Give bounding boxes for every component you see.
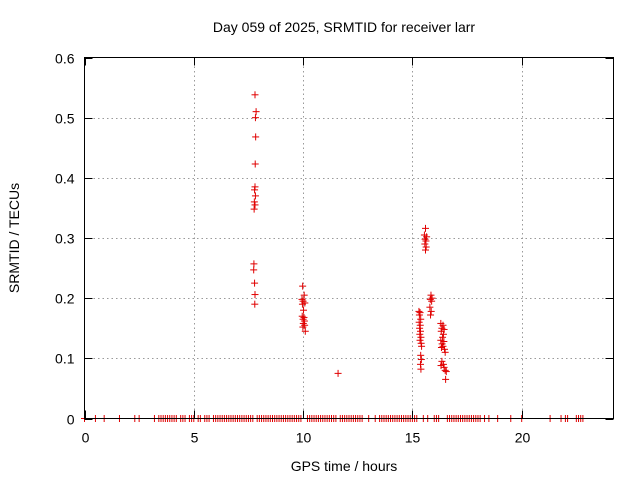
x-tick-label: 5 [191, 430, 199, 446]
data-point [300, 291, 308, 299]
data-point [438, 357, 446, 365]
data-point [427, 307, 435, 315]
data-point [416, 327, 424, 335]
data-point [416, 336, 424, 344]
data-point [252, 133, 260, 141]
data-point [437, 362, 445, 370]
data-point [417, 365, 425, 373]
data-point [251, 291, 259, 299]
data-point [251, 114, 259, 122]
data-point [422, 224, 430, 232]
data-point [301, 321, 309, 329]
data-point [251, 91, 259, 99]
data-point [439, 342, 447, 350]
data-point [251, 201, 259, 209]
data-point [250, 198, 258, 206]
data-point [251, 279, 259, 287]
data-point [300, 306, 308, 314]
data-point [422, 246, 430, 254]
data-point [250, 205, 258, 213]
x-tick-label: 10 [296, 430, 312, 446]
data-point [439, 330, 447, 338]
data-point [422, 243, 430, 251]
data-point [439, 321, 447, 329]
data-point [415, 318, 423, 326]
data-point [427, 291, 435, 299]
data-point [251, 192, 259, 200]
data-point [416, 330, 424, 338]
x-tick-label: 15 [405, 430, 421, 446]
data-point [416, 321, 424, 329]
data-point [426, 303, 434, 311]
data-point [415, 311, 423, 319]
chart-title: Day 059 of 2025, SRMTID for receiver lar… [213, 19, 476, 35]
data-point [437, 336, 445, 344]
x-tick-label: 20 [515, 430, 531, 446]
data-point [440, 363, 448, 371]
data-point [417, 315, 425, 323]
grid-layer [84, 57, 614, 419]
data-point [427, 311, 435, 319]
data-point [442, 375, 450, 383]
data-point [418, 342, 426, 350]
x-axis-label: GPS time / hours [291, 458, 398, 474]
y-tick-label: 0.6 [55, 51, 75, 67]
data-point [252, 108, 260, 116]
axis-ticks: 0 0.1 0.2 0.3 0.4 0.5 0.6 0 5 10 15 20 [55, 51, 614, 446]
data-point [439, 333, 447, 341]
data-point [417, 356, 425, 364]
data-point [428, 297, 436, 305]
data-point [440, 325, 448, 333]
data-point [334, 369, 342, 377]
data-point [421, 240, 429, 248]
data-point [441, 366, 449, 374]
y-tick-label: 0.5 [55, 111, 75, 127]
y-tick-label: 0.4 [55, 171, 75, 187]
data-point [417, 351, 425, 359]
data-point [251, 160, 259, 168]
data-point [251, 300, 259, 308]
data-point [417, 333, 425, 341]
data-point [251, 186, 259, 194]
data-point [250, 260, 258, 268]
data-point [442, 368, 450, 376]
plot-frame [84, 57, 614, 419]
y-tick-label: 0.3 [55, 231, 75, 247]
y-axis-label: SRMTID / TECUs [6, 183, 22, 293]
data-point [298, 312, 306, 320]
data-point [426, 295, 434, 303]
data-point [437, 344, 445, 352]
y-tick-label: 0.2 [55, 291, 75, 307]
y-tick-label: 0 [67, 412, 75, 428]
data-point [299, 282, 307, 290]
data-point [422, 237, 430, 245]
data-point [250, 266, 258, 274]
data-point [441, 348, 449, 356]
data-point [299, 297, 307, 305]
data-points [81, 91, 587, 422]
data-point [416, 324, 424, 332]
data-point [299, 323, 307, 331]
x-tick-label: 0 [82, 430, 90, 446]
data-point [298, 300, 306, 308]
data-point [441, 345, 449, 353]
data-point [301, 327, 309, 335]
y-tick-label: 0.1 [55, 351, 75, 367]
